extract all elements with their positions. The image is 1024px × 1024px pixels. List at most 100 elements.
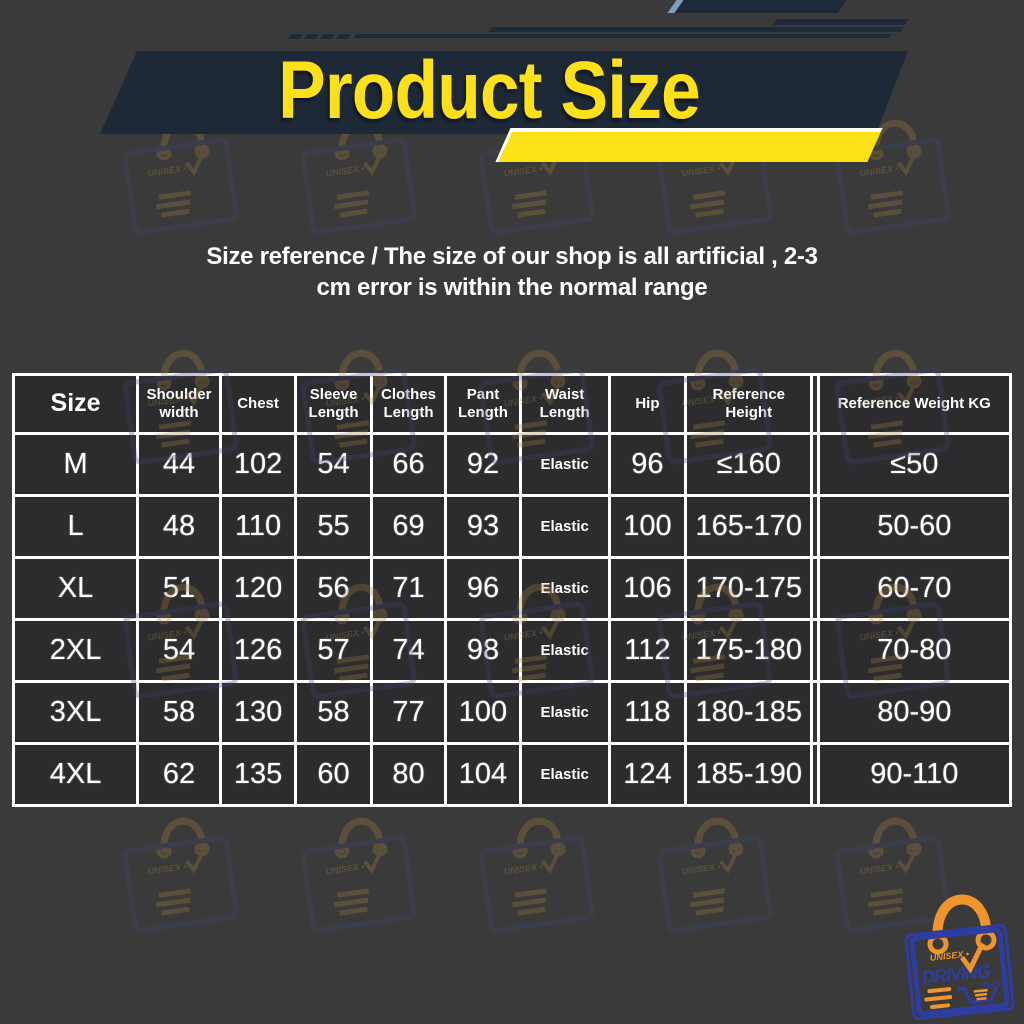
table-cell: Elastic [518,494,611,559]
table-column-gap [810,556,820,621]
table-cell: 70-80 [816,618,1013,683]
brand-text-unisex: UNISEX • [929,949,969,963]
table-row-2xl: 2XL 54 126 57 74 98 Elastic 112 175-180 … [11,618,1013,683]
table-cell: 62 [136,742,222,807]
column-header-waist-length: Waist Length [518,373,611,435]
table-cell: 50-60 [816,494,1013,559]
column-header-size: Size [11,373,140,435]
column-header-sleeve-length: Sleeve Length [294,373,373,435]
subtitle: Size reference / The size of our shop is… [112,241,912,303]
brand-text-shop: SHOP [983,980,1004,989]
size-table: Size Shoulder width Chest Sleeve Length … [11,373,1013,807]
table-cell: Elastic [518,742,611,807]
table-cell: 135 [218,742,298,807]
table-cell: 93 [444,494,522,559]
table-cell: 96 [444,556,522,621]
table-cell: 56 [294,556,373,621]
table-cell: 66 [369,432,448,497]
table-cell: 104 [444,742,522,807]
table-cell: 124 [607,742,688,807]
table-column-gap [810,432,820,497]
table-cell: 106 [607,556,688,621]
table-row-3xl: 3XL 58 130 58 77 100 Elastic 118 180-185… [11,680,1013,745]
table-cell: 48 [136,494,222,559]
table-row-m: M 44 102 54 66 92 Elastic 96 ≤160 ≤50 [11,432,1013,497]
title-underline [495,128,883,162]
table-header-row: Size Shoulder width Chest Sleeve Length … [11,373,1013,435]
deco-dash [288,34,303,39]
shopping-cart-icon [957,986,998,1011]
table-column-gap [810,742,820,807]
table-cell: 58 [136,680,222,745]
table-cell: 54 [136,618,222,683]
table-cell: 51 [136,556,222,621]
deco-dash [304,34,319,39]
table-cell: 130 [218,680,298,745]
size-label: 3XL [11,680,140,745]
table-cell: ≤160 [684,432,814,497]
table-cell: 100 [444,680,522,745]
table-cell: ≤50 [816,432,1013,497]
table-cell: 180-185 [684,680,814,745]
brand-logo: UNISEX • DRIVING SHOP [904,894,1015,1020]
table-cell: 57 [294,618,373,683]
speed-lines-icon [924,987,953,1009]
check-icon [960,942,985,974]
table-row-4xl: 4XL 62 135 60 80 104 Elastic 124 185-190… [11,742,1013,807]
table-cell: 170-175 [684,556,814,621]
title-banner: Product Size [100,51,908,134]
deco-stripe-short [772,19,910,25]
table-cell: Elastic [518,618,611,683]
table-cell: 100 [607,494,688,559]
table-column-gap [810,680,820,745]
table-cell: 69 [369,494,448,559]
table-cell: 165-170 [684,494,814,559]
table-cell: 98 [444,618,522,683]
table-column-gap [810,494,820,559]
column-header-reference-height: Reference Height [684,373,814,435]
subtitle-line-1: Size reference / The size of our shop is… [206,243,818,270]
deco-dash [320,34,335,39]
table-cell: 55 [294,494,373,559]
size-label: XL [11,556,140,621]
table-cell: 96 [607,432,688,497]
table-cell: 80-90 [816,680,1013,745]
table-cell: 71 [369,556,448,621]
table-column-gap [810,618,820,683]
deco-dash [336,34,351,39]
table-cell: 118 [607,680,688,745]
table-cell: 44 [136,432,222,497]
column-header-chest: Chest [218,373,298,435]
table-cell: 90-110 [816,742,1013,807]
table-cell: 60-70 [816,556,1013,621]
table-cell: 92 [444,432,522,497]
table-column-gap [810,373,820,435]
subtitle-line-2: cm error is within the normal range [316,274,708,301]
table-row-xl: XL 51 120 56 71 96 Elastic 106 170-175 6… [11,556,1013,621]
table-cell: Elastic [518,432,611,497]
page-title: Product Size [278,45,701,136]
deco-stripe-long [353,34,892,38]
table-cell: 60 [294,742,373,807]
brand-text-driving: DRIVING [921,961,992,988]
table-cell: 175-180 [684,618,814,683]
table-cell: 80 [369,742,448,807]
shopping-bag-icon: UNISEX • DRIVING SHOP [904,894,1015,1020]
column-header-pant-length: Pant Length [444,373,522,435]
table-cell: 58 [294,680,373,745]
size-label: 2XL [11,618,140,683]
deco-stripe-mid [488,27,904,32]
table-cell: Elastic [518,680,611,745]
table-cell: 110 [218,494,298,559]
column-header-shoulder-width: Shoulder width [136,373,222,435]
column-header-clothes-length: Clothes Length [369,373,448,435]
table-cell: Elastic [518,556,611,621]
table-cell: 77 [369,680,448,745]
table-cell: 126 [218,618,298,683]
table-row-l: L 48 110 55 69 93 Elastic 100 165-170 50… [11,494,1013,559]
table-cell: 74 [369,618,448,683]
deco-parallelogram [671,0,847,13]
table-cell: 102 [218,432,298,497]
table-cell: 112 [607,618,688,683]
